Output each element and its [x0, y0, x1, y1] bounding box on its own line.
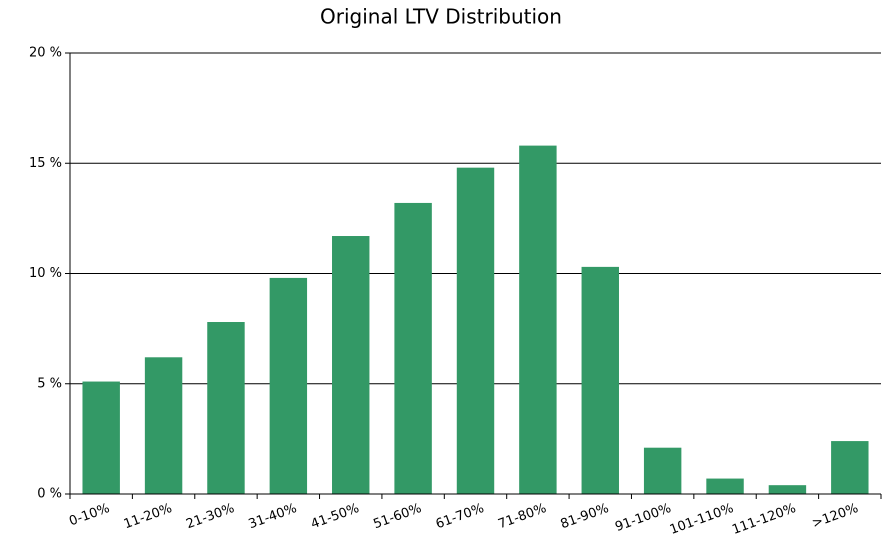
bar [456, 167, 495, 494]
x-tick-label: 91-100% [613, 501, 673, 535]
chart-title: Original LTV Distribution [320, 5, 562, 29]
x-tick-label: 21-30% [184, 501, 236, 532]
bar [269, 277, 308, 494]
x-tick-label: 51-60% [371, 501, 423, 532]
bar [82, 381, 120, 494]
bar [332, 236, 370, 494]
y-tick-label: 5 % [37, 376, 62, 391]
bar [706, 478, 744, 494]
x-tick-label: 111-120% [730, 501, 798, 538]
bar [768, 485, 807, 494]
bar [207, 322, 245, 494]
y-tick-label: 0 % [37, 487, 62, 502]
x-tick-label: 81-90% [559, 501, 611, 532]
y-tick-label: 20 % [29, 46, 62, 61]
x-tick-label: 71-80% [496, 501, 548, 532]
x-tick-label: >120% [810, 501, 860, 532]
x-tick-label: 101-110% [668, 501, 736, 538]
x-tick-label: 11-20% [122, 501, 174, 532]
x-tick-label: 0-10% [67, 501, 111, 529]
x-tick-label: 31-40% [247, 501, 299, 532]
bar [581, 266, 619, 494]
bar [519, 145, 557, 495]
bar [831, 441, 869, 494]
bar [394, 202, 432, 494]
bar [643, 447, 682, 494]
x-tick-label: 61-70% [434, 501, 486, 532]
y-tick-label: 15 % [29, 156, 62, 171]
y-tick-label: 10 % [29, 266, 62, 281]
x-tick-label: 41-50% [309, 501, 361, 532]
bar [144, 357, 183, 494]
